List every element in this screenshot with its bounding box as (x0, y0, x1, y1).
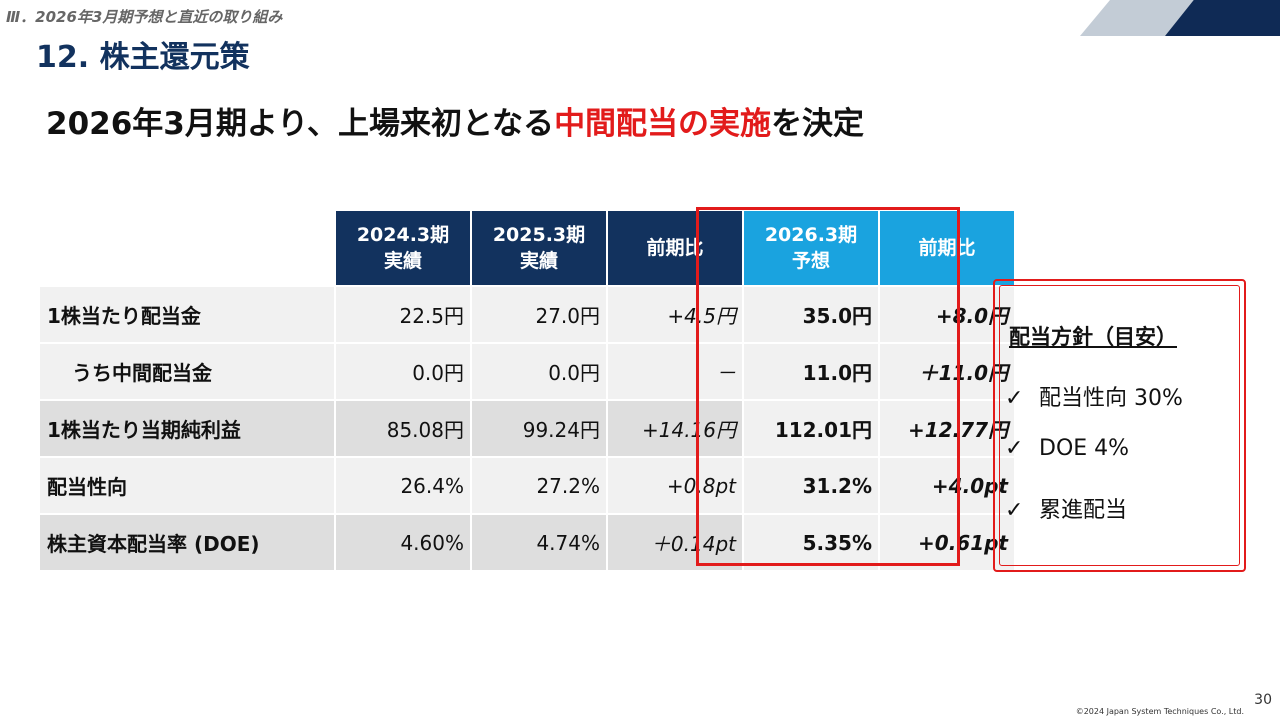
column-header-fy2026-forecast: 2026.3期 予想 (742, 209, 880, 287)
table-row-doe: 株主資本配当率 (DOE) 4.60% 4.74% ＋0.14pt 5.35% … (38, 513, 1016, 572)
cell-yoy: +14.16円 (606, 399, 744, 458)
policy-item: ✓ 累進配当 (1005, 492, 1127, 524)
policy-item: ✓ 配当性向 30% (1005, 380, 1183, 412)
column-header-line1: 前期比 (646, 237, 704, 259)
copyright: ©2024 Japan System Techniques Co., Ltd. (1075, 707, 1244, 716)
dividend-policy-inner-border (999, 285, 1240, 566)
policy-item-text: DOE 4% (1039, 436, 1130, 461)
column-header-line1: 2024.3期 (356, 224, 450, 246)
cell-fy2026-forecast: 11.0円 (742, 342, 880, 401)
cell-fy2024: 0.0円 (334, 342, 472, 401)
cell-fy2026-forecast: 31.2% (742, 456, 880, 515)
cell-yoy: +0.8pt (606, 456, 744, 515)
column-header-yoy: 前期比 (606, 209, 744, 287)
table-row-eps: 1株当たり当期純利益 85.08円 99.24円 +14.16円 112.01円… (38, 399, 1016, 458)
column-header-line1: 2026.3期 (764, 224, 858, 246)
dividend-policy-box: 配当方針（目安） ✓ 配当性向 30% ✓ DOE 4% ✓ 累進配当 (993, 279, 1246, 572)
table-row-dps: 1株当たり配当金 22.5円 27.0円 +4.5円 35.0円 +8.0円 (38, 285, 1016, 344)
row-label: 株主資本配当率 (DOE) (38, 513, 336, 572)
cell-fy2025: 4.74% (470, 513, 608, 572)
cell-yoy: +4.5円 (606, 285, 744, 344)
cell-fy2024: 22.5円 (334, 285, 472, 344)
row-label: 1株当たり当期純利益 (38, 399, 336, 458)
page-title: 12. 株主還元策 (36, 40, 250, 75)
column-header-forecast-yoy: 前期比 (878, 209, 1016, 287)
column-header-fy2024: 2024.3期 実績 (334, 209, 472, 287)
cell-fy2026-forecast: 5.35% (742, 513, 880, 572)
cell-forecast-yoy: +4.0pt (878, 456, 1016, 515)
cell-yoy: － (606, 342, 744, 401)
page-number: 30 (1254, 692, 1272, 708)
cell-fy2025: 27.0円 (470, 285, 608, 344)
policy-item-text: 累進配当 (1039, 498, 1128, 523)
table-header-row: 2024.3期 実績 2025.3期 実績 前期比 2026.3期 予想 前期比 (38, 209, 1016, 287)
check-icon: ✓ (1005, 436, 1024, 461)
section-label: Ⅲ．2026年3月期予想と直近の取り組み (6, 8, 283, 26)
policy-title: 配当方針（目安） (1009, 325, 1177, 349)
headline-highlight: 中間配当の実施 (554, 106, 772, 142)
policy-item: ✓ DOE 4% (1005, 436, 1129, 461)
check-icon: ✓ (1005, 498, 1024, 523)
cell-fy2025: 99.24円 (470, 399, 608, 458)
cell-fy2024: 85.08円 (334, 399, 472, 458)
column-header-fy2025: 2025.3期 実績 (470, 209, 608, 287)
table-row-payout-ratio: 配当性向 26.4% 27.2% +0.8pt 31.2% +4.0pt (38, 456, 1016, 515)
column-header-line1: 前期比 (918, 237, 976, 259)
cell-yoy: ＋0.14pt (606, 513, 744, 572)
cell-fy2024: 26.4% (334, 456, 472, 515)
dividend-table: 2024.3期 実績 2025.3期 実績 前期比 2026.3期 予想 前期比 1株… (38, 209, 1016, 572)
cell-fy2025: 27.2% (470, 456, 608, 515)
headline-part2: を決定 (771, 106, 865, 142)
check-icon: ✓ (1005, 386, 1024, 411)
cell-fy2024: 4.60% (334, 513, 472, 572)
cell-fy2025: 0.0円 (470, 342, 608, 401)
headline: 2026年3月期より、上場来初となる中間配当の実施を決定 (46, 98, 864, 143)
table-row-interim-dividend: うち中間配当金 0.0円 0.0円 － 11.0円 ＋11.0円 (38, 342, 1016, 401)
cell-fy2026-forecast: 112.01円 (742, 399, 880, 458)
column-header-line2: 実績 (519, 250, 558, 272)
header-blank-cell (38, 209, 336, 287)
column-header-line1: 2025.3期 (492, 224, 586, 246)
row-label: うち中間配当金 (38, 342, 336, 401)
column-header-line2: 予想 (791, 250, 830, 272)
column-header-line2: 実績 (383, 250, 422, 272)
cell-fy2026-forecast: 35.0円 (742, 285, 880, 344)
headline-part1: 2026年3月期より、上場来初となる (46, 106, 555, 142)
row-label: 配当性向 (38, 456, 336, 515)
row-label: 1株当たり配当金 (38, 285, 336, 344)
policy-item-text: 配当性向 30% (1039, 386, 1183, 411)
